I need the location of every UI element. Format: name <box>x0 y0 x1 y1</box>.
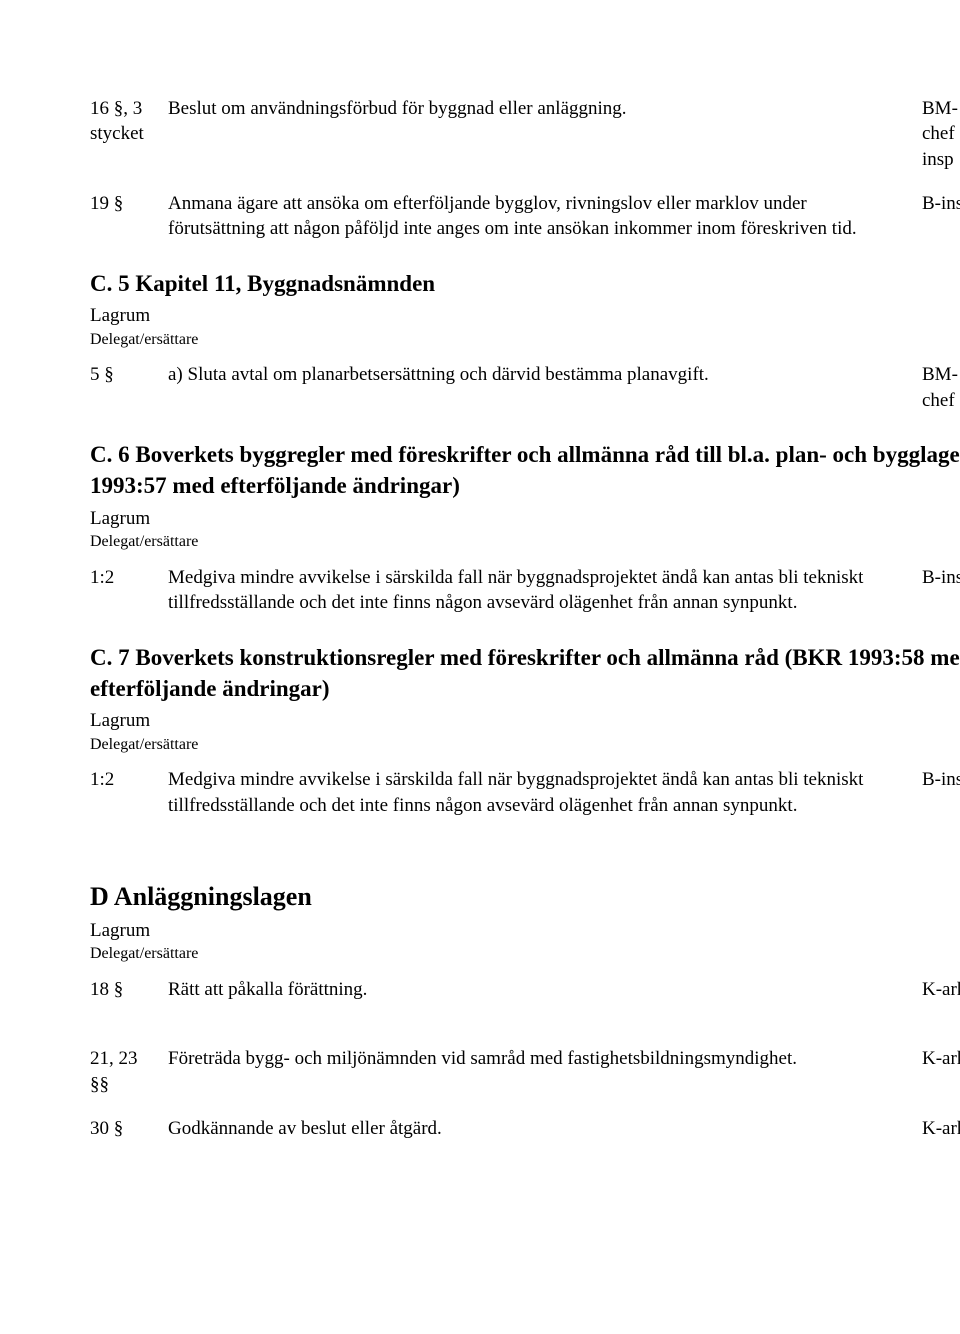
entry-body: Rätt att påkalla förättning. <box>168 977 922 1003</box>
entry-body: Godkännande av beslut eller åtgärd. <box>168 1116 922 1142</box>
lagrum-label: Lagrum <box>90 506 960 532</box>
subheader: Lagrum Delegat/ersättare <box>90 303 960 350</box>
delegat-label: Delegat/ersättare <box>90 531 960 553</box>
entry-row: 5 § a) Sluta avtal om planarbetsersättni… <box>90 362 960 413</box>
entry-body: Medgiva mindre avvikelse i särskilda fal… <box>168 565 922 616</box>
delegat-label: Delegat/ersättare <box>90 734 960 756</box>
entry-row: 1:2 Medgiva mindre avvikelse i särskilda… <box>90 565 960 616</box>
entry-body: a) Sluta avtal om planarbetsersättning o… <box>168 362 922 388</box>
delegate: BM-chef <box>922 362 960 413</box>
delegat-label: Delegat/ersättare <box>90 943 960 965</box>
law-ref: 30 § <box>90 1116 168 1142</box>
entry-row: 19 § Anmana ägare att ansöka om efterföl… <box>90 191 960 242</box>
delegate: K-ark <box>922 1046 960 1072</box>
delegate: B-insp <box>922 767 960 793</box>
entry-body: Medgiva mindre avvikelse i särskilda fal… <box>168 767 922 818</box>
delegate: BM-chef B-insp <box>922 96 960 173</box>
subheader: Lagrum Delegat/ersättare <box>90 506 960 553</box>
delegat-label: Delegat/ersättare <box>90 329 960 351</box>
section-heading-c7: C. 7 Boverkets konstruktionsregler med f… <box>90 642 960 704</box>
delegate: K-ark <box>922 1116 960 1142</box>
law-ref: 5 § <box>90 362 168 388</box>
lagrum-label: Lagrum <box>90 303 960 329</box>
law-ref: 1:2 <box>90 565 168 591</box>
delegate: B-insp <box>922 191 960 217</box>
entry-row: 1:2 Medgiva mindre avvikelse i särskilda… <box>90 767 960 818</box>
lagrum-label: Lagrum <box>90 918 960 944</box>
law-ref: 1:2 <box>90 767 168 793</box>
entry-body: Beslut om användningsförbud för byggnad … <box>168 96 922 122</box>
delegate: B-insp <box>922 565 960 591</box>
section-heading-d: D Anläggningslagen <box>90 879 960 914</box>
law-ref: 18 § <box>90 977 168 1003</box>
entry-row: 18 § Rätt att påkalla förättning. K-ark … <box>90 977 960 1028</box>
entry-body: Anmana ägare att ansöka om efterföljande… <box>168 191 922 242</box>
entry-row: 21, 23 §§ Företräda bygg- och miljönämnd… <box>90 1046 960 1097</box>
section-heading-c6: C. 6 Boverkets byggregler med föreskrift… <box>90 439 960 501</box>
entry-row: 16 §, 3 stycket Beslut om användningsför… <box>90 96 960 173</box>
law-ref: 21, 23 §§ <box>90 1046 168 1097</box>
section-heading-c5: C. 5 Kapitel 11, Byggnadsnämnden <box>90 268 960 299</box>
entry-row: 30 § Godkännande av beslut eller åtgärd.… <box>90 1116 960 1167</box>
subheader: Lagrum Delegat/ersättare <box>90 918 960 965</box>
page-number: 12 <box>90 40 960 66</box>
entry-body: Företräda bygg- och miljönämnden vid sam… <box>168 1046 922 1072</box>
law-ref: 19 § <box>90 191 168 217</box>
lagrum-label: Lagrum <box>90 708 960 734</box>
delegate: K-ark <box>922 977 960 1003</box>
law-ref: 16 §, 3 stycket <box>90 96 168 147</box>
subheader: Lagrum Delegat/ersättare <box>90 708 960 755</box>
